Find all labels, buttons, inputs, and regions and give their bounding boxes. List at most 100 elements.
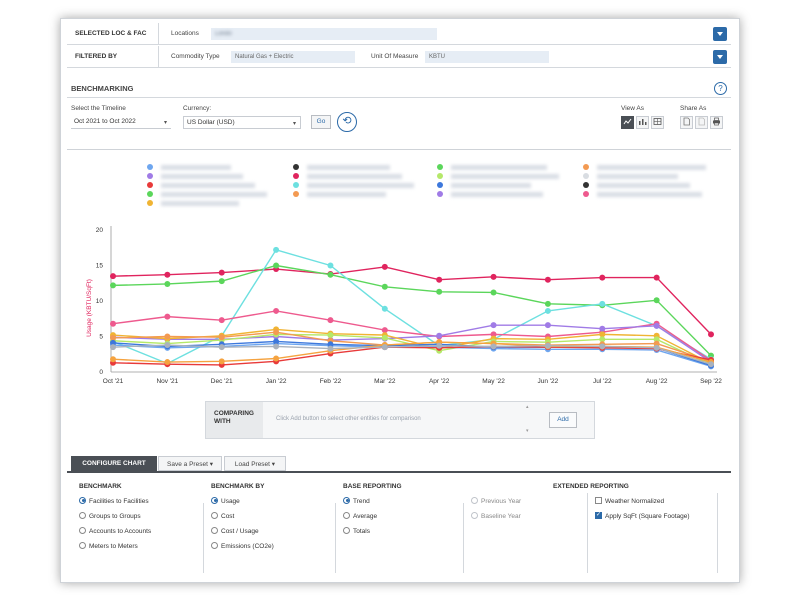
data-point <box>544 307 551 314</box>
config-divider <box>587 493 588 573</box>
x-tick-label: Dec '21 <box>211 378 233 385</box>
config-divider <box>335 503 336 573</box>
legend-item[interactable] <box>147 182 255 190</box>
radio-totals[interactable]: Totals <box>343 526 370 536</box>
extended-reporting-heading: EXTENDED REPORTING <box>553 483 629 490</box>
data-point <box>273 355 280 362</box>
bar-chart-icon[interactable] <box>636 116 649 129</box>
x-tick-label: May '22 <box>482 378 505 385</box>
radio-average[interactable]: Average <box>343 511 377 521</box>
benchmarking-title: BENCHMARKING <box>71 84 134 93</box>
table-icon[interactable] <box>651 116 664 129</box>
selected-loc-dropdown-button[interactable] <box>713 27 727 41</box>
radio-baseline-year[interactable]: Baseline Year <box>471 511 521 521</box>
legend-item[interactable] <box>583 164 706 172</box>
radio-emissions[interactable]: Emissions (CO2e) <box>211 541 274 551</box>
config-divider <box>463 503 464 573</box>
add-button[interactable]: Add <box>549 412 577 428</box>
config-scrollbar[interactable] <box>717 493 718 573</box>
data-point <box>708 331 714 338</box>
view-as-label: View As <box>621 105 645 112</box>
comparing-scrollbar[interactable]: ▴ ▾ <box>526 404 529 434</box>
locations-field[interactable]: Londo <box>211 28 437 40</box>
legend-label <box>161 164 231 170</box>
legend-label <box>161 191 267 197</box>
legend-item[interactable] <box>147 173 243 181</box>
y-tick-label: 15 <box>96 263 104 270</box>
legend-item[interactable] <box>437 173 559 181</box>
radio-trend[interactable]: Trend <box>343 496 370 506</box>
tab-configure-chart[interactable]: CONFIGURE CHART <box>71 456 157 471</box>
legend-label <box>451 182 531 188</box>
line-chart-icon[interactable] <box>621 116 634 129</box>
legend-item[interactable] <box>437 182 531 190</box>
x-tick-label: Oct '21 <box>103 378 124 385</box>
legend-label <box>451 191 543 197</box>
excel-icon[interactable] <box>695 116 708 129</box>
timeline-select[interactable]: Oct 2021 to Oct 2022 ▾ <box>71 116 171 129</box>
series-line <box>112 333 712 366</box>
legend-item[interactable] <box>583 173 678 181</box>
data-point <box>708 361 714 368</box>
reset-icon[interactable]: ⟲ <box>337 112 357 132</box>
legend-item[interactable] <box>147 200 239 208</box>
data-point <box>218 344 225 351</box>
data-point <box>164 342 171 349</box>
legend-marker <box>583 173 589 180</box>
radio-previous-year[interactable]: Previous Year <box>471 496 521 506</box>
radio-groups-to-groups[interactable]: Groups to Groups <box>79 511 141 521</box>
radio-accounts-to-accounts[interactable]: Accounts to Accounts <box>79 526 151 536</box>
commodity-field[interactable]: Natural Gas + Electric <box>231 51 355 63</box>
radio-meters-to-meters[interactable]: Meters to Meters <box>79 541 138 551</box>
legend-item[interactable] <box>293 191 386 199</box>
x-tick-label: Apr '22 <box>429 378 450 385</box>
radio-facilities-to-facilities[interactable]: Facilities to Facilities <box>79 496 149 506</box>
legend-marker <box>293 164 299 171</box>
data-point <box>653 297 660 304</box>
checkbox-weather-normalized[interactable]: Weather Normalized <box>595 496 664 506</box>
legend-item[interactable] <box>147 191 267 199</box>
currency-select[interactable]: US Dollar (USD) ▾ <box>183 116 301 129</box>
legend-item[interactable] <box>147 164 231 172</box>
radio-cost[interactable]: Cost <box>211 511 234 521</box>
go-button[interactable]: Go <box>311 115 331 129</box>
uom-field[interactable]: KBTU <box>425 51 549 63</box>
series-line <box>112 264 712 357</box>
data-point <box>110 273 116 280</box>
print-icon[interactable] <box>710 116 723 129</box>
legend-item[interactable] <box>293 164 390 172</box>
checkbox-apply-sqft[interactable]: Apply SqFt (Square Footage) <box>595 511 690 521</box>
data-point <box>381 283 388 290</box>
data-point <box>164 280 171 287</box>
series-line <box>112 324 712 363</box>
legend-item[interactable] <box>437 191 543 199</box>
data-point <box>544 342 551 349</box>
filtered-by-dropdown-button[interactable] <box>713 50 727 64</box>
tab-save-preset[interactable]: Save a Preset ▾ <box>158 456 222 471</box>
timeline-value: Oct 2021 to Oct 2022 <box>74 118 136 125</box>
tab-load-preset[interactable]: Load Preset ▾ <box>224 456 286 471</box>
data-point <box>110 334 116 341</box>
legend-item[interactable] <box>437 164 547 172</box>
locations-value: Londo <box>215 31 232 37</box>
legend-item[interactable] <box>583 191 702 199</box>
help-icon[interactable]: ? <box>714 82 727 95</box>
legend-marker <box>583 191 589 198</box>
y-tick-label: 0 <box>99 369 103 376</box>
uom-label: Unit Of Measure <box>371 53 419 60</box>
data-point <box>273 343 280 350</box>
data-point <box>490 331 497 338</box>
legend-marker <box>437 191 443 198</box>
legend-label <box>307 182 414 188</box>
radio-usage[interactable]: Usage <box>211 496 240 506</box>
data-point <box>653 322 660 329</box>
legend-item[interactable] <box>293 173 402 181</box>
legend-item[interactable] <box>583 182 690 190</box>
data-point <box>436 276 443 283</box>
data-point <box>110 320 116 327</box>
legend-item[interactable] <box>293 182 414 190</box>
data-point <box>653 336 660 343</box>
radio-cost-usage[interactable]: Cost / Usage <box>211 526 259 536</box>
legend-label <box>451 164 547 170</box>
pdf-icon[interactable] <box>680 116 693 129</box>
